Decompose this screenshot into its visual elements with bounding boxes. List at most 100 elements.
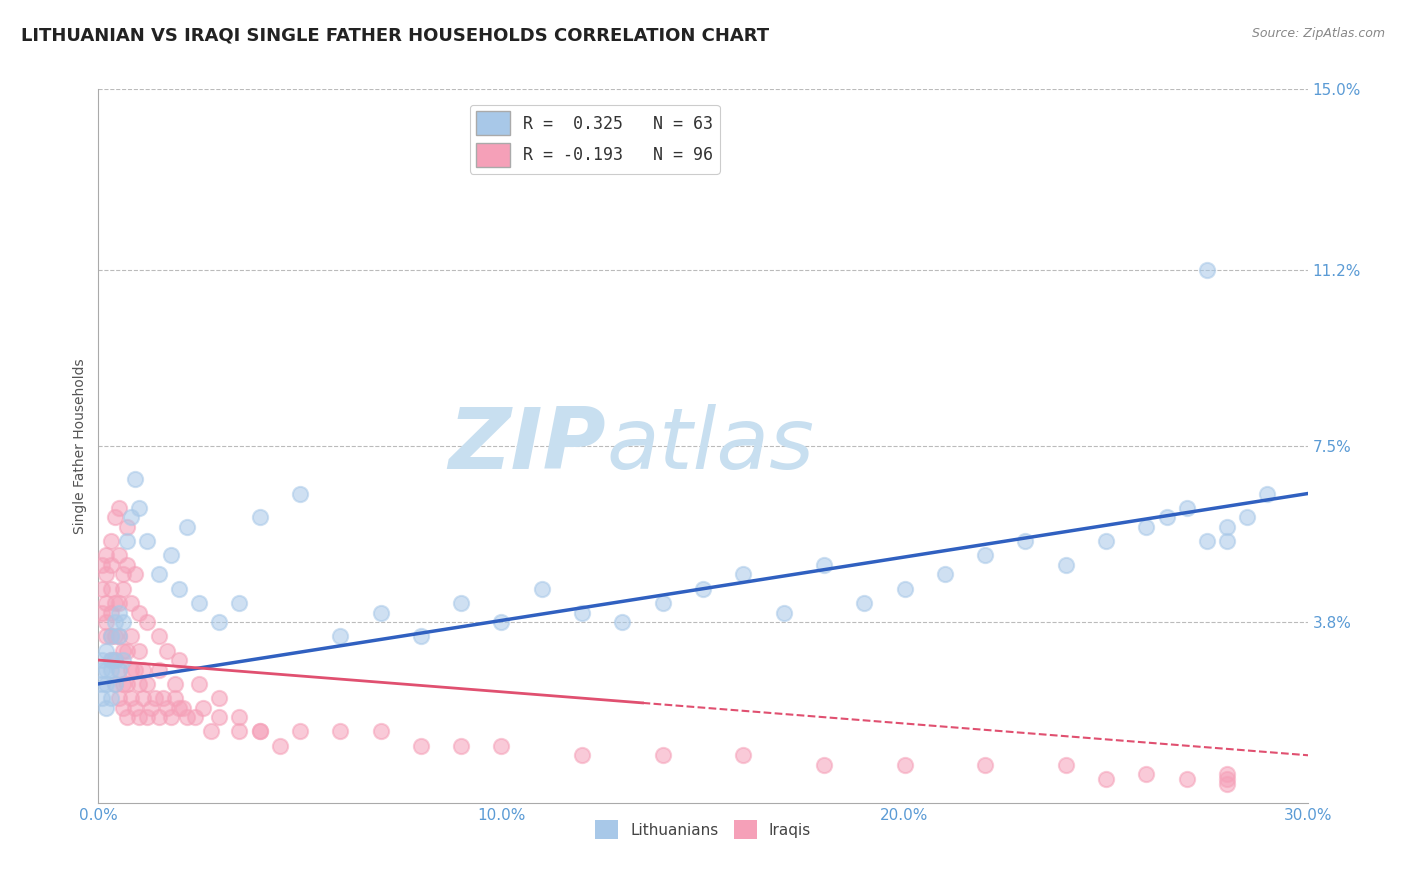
Point — [96, 629, 118, 643]
Point — [188, 596, 211, 610]
Point — [124, 567, 146, 582]
Point — [91, 663, 114, 677]
Point — [128, 643, 150, 657]
Point — [135, 677, 157, 691]
Point — [128, 500, 150, 515]
Point — [132, 691, 155, 706]
Point — [1236, 510, 1258, 524]
Point — [167, 582, 190, 596]
Point — [103, 677, 125, 691]
Text: LITHUANIAN VS IRAQI SINGLE FATHER HOUSEHOLDS CORRELATION CHART: LITHUANIAN VS IRAQI SINGLE FATHER HOUSEH… — [21, 27, 769, 45]
Point — [111, 700, 134, 714]
Point — [120, 596, 142, 610]
Point — [571, 606, 593, 620]
Point — [1095, 534, 1118, 549]
Text: ZIP: ZIP — [449, 404, 606, 488]
Point — [107, 629, 129, 643]
Point — [120, 663, 142, 677]
Point — [1095, 772, 1118, 786]
Point — [167, 653, 190, 667]
Point — [208, 615, 231, 629]
Point — [115, 643, 138, 657]
Point — [91, 606, 114, 620]
Point — [1195, 263, 1218, 277]
Point — [96, 663, 118, 677]
Point — [1135, 520, 1157, 534]
Point — [148, 663, 170, 677]
Point — [450, 596, 472, 610]
Point — [571, 748, 593, 763]
Point — [91, 653, 114, 667]
Point — [491, 615, 513, 629]
Point — [370, 606, 392, 620]
Point — [148, 710, 170, 724]
Point — [103, 510, 125, 524]
Point — [100, 606, 122, 620]
Point — [148, 629, 170, 643]
Point — [124, 472, 146, 486]
Point — [1014, 534, 1036, 549]
Point — [249, 510, 271, 524]
Point — [1216, 534, 1239, 549]
Point — [120, 691, 142, 706]
Point — [120, 629, 142, 643]
Point — [208, 710, 231, 724]
Point — [100, 653, 122, 667]
Point — [176, 710, 198, 724]
Point — [111, 677, 134, 691]
Point — [167, 700, 190, 714]
Point — [135, 615, 157, 629]
Point — [107, 606, 129, 620]
Point — [103, 615, 125, 629]
Point — [893, 582, 915, 596]
Point — [160, 710, 183, 724]
Point — [91, 677, 114, 691]
Point — [96, 643, 118, 657]
Point — [288, 486, 311, 500]
Point — [288, 724, 311, 739]
Point — [124, 663, 146, 677]
Point — [107, 629, 129, 643]
Point — [1256, 486, 1278, 500]
Point — [249, 724, 271, 739]
Point — [96, 700, 118, 714]
Point — [370, 724, 392, 739]
Point — [148, 567, 170, 582]
Point — [1216, 520, 1239, 534]
Point — [176, 520, 198, 534]
Point — [1135, 767, 1157, 781]
Point — [139, 700, 162, 714]
Point — [193, 700, 215, 714]
Point — [132, 663, 155, 677]
Point — [228, 596, 250, 610]
Point — [96, 549, 118, 563]
Point — [111, 567, 134, 582]
Text: atlas: atlas — [606, 404, 814, 488]
Point — [152, 691, 174, 706]
Point — [111, 582, 134, 596]
Point — [813, 558, 835, 572]
Point — [135, 710, 157, 724]
Point — [100, 629, 122, 643]
Point — [1156, 510, 1178, 524]
Point — [128, 606, 150, 620]
Point — [100, 582, 122, 596]
Point — [115, 677, 138, 691]
Point — [974, 757, 997, 772]
Point — [128, 710, 150, 724]
Point — [143, 691, 166, 706]
Point — [107, 500, 129, 515]
Legend: Lithuanians, Iraqis: Lithuanians, Iraqis — [589, 814, 817, 845]
Point — [893, 757, 915, 772]
Point — [160, 549, 183, 563]
Point — [91, 558, 114, 572]
Point — [120, 510, 142, 524]
Point — [651, 596, 673, 610]
Point — [651, 748, 673, 763]
Point — [409, 629, 432, 643]
Point — [91, 582, 114, 596]
Point — [692, 582, 714, 596]
Point — [1054, 757, 1077, 772]
Point — [188, 677, 211, 691]
Point — [228, 710, 250, 724]
